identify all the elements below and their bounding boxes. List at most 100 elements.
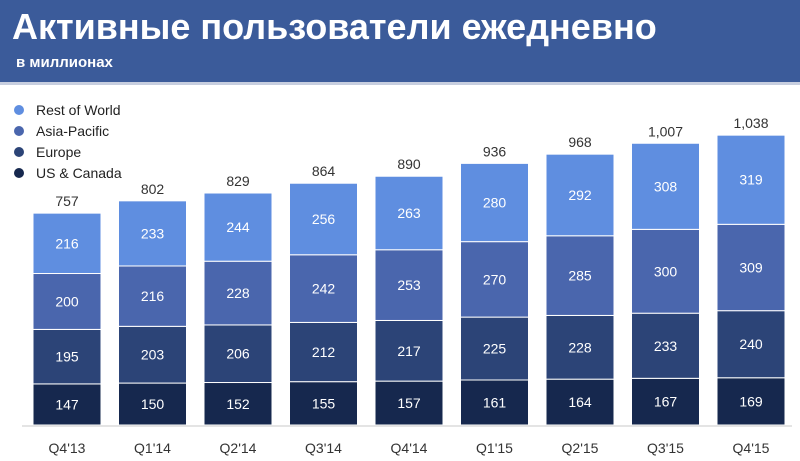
data-label-europe-q3-15: 233 xyxy=(654,338,678,354)
chart-subtitle: в миллионах xyxy=(16,54,113,71)
legend-item-us-canada: US & Canada xyxy=(14,162,122,183)
bar-segment-rest-of-world-q3-14 xyxy=(289,182,358,256)
x-tick-label-q3-15: Q3'15 xyxy=(647,440,684,456)
data-label-rest-of-world-q4-13: 216 xyxy=(55,235,79,251)
data-label-rest-of-world-q4-15: 319 xyxy=(739,172,763,188)
data-label-us-canada-q4-14: 157 xyxy=(397,395,421,411)
bar-segment-us-canada-q1-15 xyxy=(460,379,529,426)
legend-swatch-europe xyxy=(14,146,24,157)
legend-item-rest-of-world: Rest of World xyxy=(14,99,122,120)
data-label-us-canada-q3-14: 155 xyxy=(312,395,336,411)
bar-segment-us-canada-q1-14 xyxy=(118,382,187,426)
legend-label-rest-of-world: Rest of World xyxy=(36,101,121,118)
data-label-us-canada-q1-14: 150 xyxy=(141,396,165,412)
data-label-europe-q2-15: 228 xyxy=(568,339,592,355)
data-label-asia-pacific-q3-14: 242 xyxy=(312,281,336,297)
bar-segment-rest-of-world-q4-15 xyxy=(716,134,786,225)
bar-segment-europe-q2-14 xyxy=(203,324,273,384)
data-label-rest-of-world-q3-15: 308 xyxy=(654,178,678,194)
bar-segment-asia-pacific-q4-13 xyxy=(32,273,102,330)
data-label-europe-q3-14: 212 xyxy=(312,344,336,360)
data-label-europe-q1-14: 203 xyxy=(141,347,165,363)
x-tick-label-q4-13: Q4'13 xyxy=(49,440,86,456)
data-label-asia-pacific-q2-15: 285 xyxy=(568,268,592,284)
bar-segment-rest-of-world-q4-13 xyxy=(32,212,102,275)
total-label-q4-15: 1,038 xyxy=(733,115,768,131)
total-label-q2-14: 829 xyxy=(226,173,250,189)
data-label-rest-of-world-q1-15: 280 xyxy=(483,195,507,211)
x-tick-label-q4-14: Q4'14 xyxy=(391,440,428,456)
data-label-asia-pacific-q4-14: 253 xyxy=(397,277,421,293)
bar-segment-rest-of-world-q1-15 xyxy=(460,162,529,243)
data-label-europe-q4-13: 195 xyxy=(55,349,79,365)
legend-swatch-asia-pacific xyxy=(14,125,24,136)
legend-label-europe: Europe xyxy=(36,143,82,160)
bar-segment-asia-pacific-q1-15 xyxy=(460,241,529,318)
bar-segment-europe-q3-15 xyxy=(631,312,700,379)
legend-label-us-canada: US & Canada xyxy=(36,164,122,181)
data-label-rest-of-world-q1-14: 233 xyxy=(141,225,165,241)
legend-item-europe: Europe xyxy=(14,141,122,162)
bar-segment-rest-of-world-q3-15 xyxy=(631,142,700,230)
legend-item-asia-pacific: Asia-Pacific xyxy=(14,120,122,141)
total-label-q1-14: 802 xyxy=(141,181,165,197)
legend-swatch-us-canada xyxy=(14,167,24,178)
bar-segment-europe-q1-14 xyxy=(118,325,187,384)
legend-swatch-rest-of-world xyxy=(14,104,24,115)
data-label-us-canada-q2-15: 164 xyxy=(568,394,592,410)
total-label-q3-14: 864 xyxy=(312,163,336,179)
bar-segment-us-canada-q4-13 xyxy=(32,383,102,426)
data-label-europe-q4-14: 217 xyxy=(397,343,421,359)
bar-segment-asia-pacific-q2-15 xyxy=(545,235,615,316)
bar-segment-rest-of-world-q2-15 xyxy=(545,153,615,237)
total-label-q1-15: 936 xyxy=(483,143,507,159)
total-label-q4-13: 757 xyxy=(55,193,79,209)
data-label-us-canada-q2-14: 152 xyxy=(226,396,250,412)
bar-segment-us-canada-q2-15 xyxy=(545,378,615,426)
data-label-rest-of-world-q2-15: 292 xyxy=(568,187,592,203)
bar-segment-us-canada-q2-14 xyxy=(203,382,273,426)
bar-segment-rest-of-world-q2-14 xyxy=(203,192,273,262)
data-label-asia-pacific-q3-15: 300 xyxy=(654,263,678,279)
bar-segment-europe-q4-13 xyxy=(32,328,102,385)
x-tick-label-q3-14: Q3'14 xyxy=(305,440,342,456)
x-tick-label-q1-15: Q1'15 xyxy=(476,440,513,456)
bar-segment-europe-q1-15 xyxy=(460,316,529,381)
bar-segment-asia-pacific-q4-15 xyxy=(716,223,786,312)
data-label-us-canada-q4-15: 169 xyxy=(739,393,763,409)
bar-segment-us-canada-q4-14 xyxy=(374,380,444,426)
x-tick-label-q4-15: Q4'15 xyxy=(733,440,770,456)
data-label-europe-q2-14: 206 xyxy=(226,346,250,362)
header-divider xyxy=(0,82,800,85)
x-tick-label-q2-14: Q2'14 xyxy=(220,440,257,456)
x-tick-label-q2-15: Q2'15 xyxy=(562,440,599,456)
chart-title: Активные пользователи ежедневно xyxy=(12,6,657,47)
total-label-q2-15: 968 xyxy=(568,134,592,150)
bar-segment-europe-q4-15 xyxy=(716,310,786,379)
bar-segment-asia-pacific-q3-14 xyxy=(289,254,358,323)
bar-segment-asia-pacific-q3-15 xyxy=(631,228,700,314)
bar-segment-rest-of-world-q1-14 xyxy=(118,200,187,267)
data-label-rest-of-world-q2-14: 244 xyxy=(226,219,250,235)
data-label-asia-pacific-q1-14: 216 xyxy=(141,288,165,304)
data-label-asia-pacific-q1-15: 270 xyxy=(483,271,507,287)
bar-segment-rest-of-world-q4-14 xyxy=(374,175,444,251)
bar-segment-us-canada-q4-15 xyxy=(716,377,786,426)
bar-segment-asia-pacific-q4-14 xyxy=(374,249,444,321)
data-label-europe-q4-15: 240 xyxy=(739,336,763,352)
data-label-rest-of-world-q4-14: 263 xyxy=(397,205,421,221)
bar-segment-europe-q3-14 xyxy=(289,321,358,383)
total-label-q3-15: 1,007 xyxy=(648,123,683,139)
data-label-asia-pacific-q2-14: 228 xyxy=(226,285,250,301)
bar-segment-us-canada-q3-14 xyxy=(289,381,358,426)
data-label-us-canada-q4-13: 147 xyxy=(55,396,79,412)
data-label-asia-pacific-q4-15: 309 xyxy=(739,260,763,276)
data-label-rest-of-world-q3-14: 256 xyxy=(312,211,336,227)
bar-segment-europe-q4-14 xyxy=(374,319,444,382)
x-tick-label-q1-14: Q1'14 xyxy=(134,440,171,456)
data-label-us-canada-q3-15: 167 xyxy=(654,394,678,410)
data-label-asia-pacific-q4-13: 200 xyxy=(55,293,79,309)
data-label-us-canada-q1-15: 161 xyxy=(483,395,507,411)
data-label-europe-q1-15: 225 xyxy=(483,341,507,357)
